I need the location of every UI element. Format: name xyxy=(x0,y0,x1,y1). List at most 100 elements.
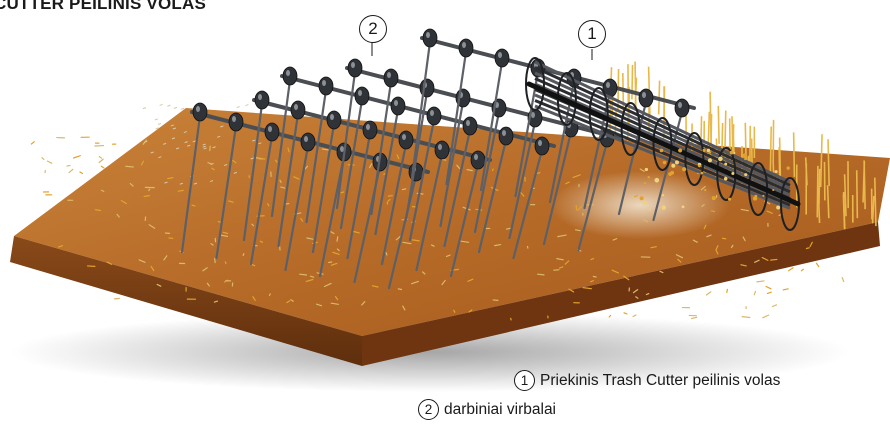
chaff-particle xyxy=(678,148,683,153)
straw-chip xyxy=(705,291,712,296)
chaff-particle xyxy=(642,200,647,205)
airborne-fleck xyxy=(170,124,174,127)
tine-hub xyxy=(390,96,406,116)
tine-hub xyxy=(347,58,363,78)
chaff-particle xyxy=(733,152,736,155)
chaff-particle xyxy=(744,173,748,177)
straw-chip xyxy=(459,240,470,243)
straw-chip xyxy=(268,293,271,296)
straw-chip xyxy=(635,296,639,299)
stubble-stalk xyxy=(717,105,720,144)
tine-hub xyxy=(638,88,654,108)
straw-chip xyxy=(762,314,770,319)
chaff-particle xyxy=(776,205,781,210)
tine-hub-highlight xyxy=(606,82,610,88)
straw-chip xyxy=(726,288,728,294)
straw-chip xyxy=(352,230,360,234)
airborne-fleck xyxy=(233,171,238,174)
straw-chip xyxy=(305,278,314,282)
cutter-blade xyxy=(534,99,791,207)
straw-chip xyxy=(742,236,746,242)
tine-hub xyxy=(458,38,474,58)
straw-chip xyxy=(242,253,245,257)
straw-chip xyxy=(771,304,778,308)
callout-1: 1 xyxy=(578,20,606,48)
straw-chip xyxy=(125,165,134,168)
straw-chip xyxy=(700,185,706,191)
stubble-stalk xyxy=(818,168,821,205)
straw-chip xyxy=(766,210,773,214)
straw-chip xyxy=(321,148,330,151)
straw-chip xyxy=(138,259,146,263)
airborne-fleck xyxy=(159,103,163,106)
straw-chip xyxy=(753,290,757,296)
straw-chip xyxy=(468,309,473,313)
stubble-stalk xyxy=(709,91,712,145)
straw-chip xyxy=(274,159,278,163)
tine-rod xyxy=(415,152,444,272)
straw-chip xyxy=(519,191,525,197)
tine-hub-highlight xyxy=(330,114,334,120)
straw-chip xyxy=(650,246,657,249)
tine-rod xyxy=(408,118,436,242)
ground-shadow xyxy=(10,312,850,392)
chaff-particle xyxy=(731,172,735,175)
straw-chip xyxy=(304,165,309,170)
straw-chip xyxy=(120,200,128,205)
airborne-fleck xyxy=(167,104,171,107)
airborne-fleck xyxy=(220,125,224,128)
tine-rod xyxy=(339,98,364,230)
straw-chip xyxy=(396,154,400,160)
airborne-fleck xyxy=(184,141,188,144)
straw-chip xyxy=(309,275,315,278)
chaff-particle xyxy=(654,177,660,183)
straw-chip xyxy=(590,258,595,261)
straw-chip xyxy=(334,295,339,301)
diagram-title: CUTTER PEILINIS VOLAS xyxy=(0,0,206,13)
tine-rod xyxy=(242,102,264,242)
tine-rod xyxy=(249,134,274,266)
airborne-fleck xyxy=(154,118,158,121)
straw-chip xyxy=(634,195,638,198)
straw-chip xyxy=(206,282,210,287)
straw-chip xyxy=(411,239,420,242)
tine-hub xyxy=(228,112,244,132)
straw-chip xyxy=(740,208,750,212)
chaff-particle xyxy=(754,194,758,198)
tine-hub-highlight xyxy=(294,104,298,110)
cutter-blade xyxy=(534,77,791,194)
airborne-fleck xyxy=(252,139,256,142)
straw-chip xyxy=(57,245,64,248)
tine-rod xyxy=(404,90,429,222)
legend-item-1: 1 Priekinis Trash Cutter peilinis volas xyxy=(514,370,780,391)
legend-number-1: 1 xyxy=(514,370,535,391)
straw-chip xyxy=(217,220,222,223)
tine-hub xyxy=(494,48,510,68)
straw-chip xyxy=(572,174,581,178)
straw-chip xyxy=(612,238,618,241)
stubble-stalk xyxy=(871,195,875,224)
tine-hub-highlight xyxy=(430,110,434,116)
airborne-fleck xyxy=(202,143,206,146)
cutter-ring xyxy=(588,87,609,141)
straw-chip xyxy=(167,177,174,180)
straw-chip xyxy=(703,224,707,230)
straw-chip xyxy=(202,267,208,272)
cutter-blade xyxy=(534,66,791,187)
straw-chip xyxy=(711,210,716,213)
straw-chip xyxy=(677,258,682,263)
chaff-particle xyxy=(707,158,712,163)
straw-chip xyxy=(577,205,583,211)
straw-chip xyxy=(645,292,650,296)
soil-front-edge xyxy=(10,236,362,366)
chaff-particle xyxy=(670,170,675,175)
straw-chip xyxy=(765,285,772,290)
straw-chip xyxy=(306,237,314,240)
straw-chip xyxy=(402,305,406,311)
stubble-stalk xyxy=(855,170,859,219)
tine-hub-highlight xyxy=(358,90,362,96)
straw-chip xyxy=(300,217,304,222)
tine-hub-highlight xyxy=(402,134,406,140)
tine-hub-highlight xyxy=(678,102,682,108)
